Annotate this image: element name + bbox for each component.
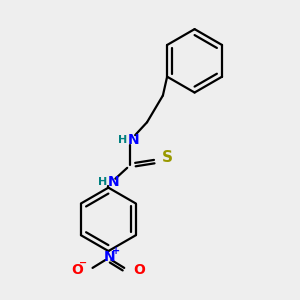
Text: +: + [112, 246, 120, 256]
Text: S: S [162, 150, 173, 165]
Text: N: N [107, 175, 119, 189]
Text: H: H [118, 135, 127, 145]
Text: O: O [72, 263, 84, 277]
Text: N: N [127, 133, 139, 147]
Text: H: H [98, 177, 107, 187]
Text: −: − [79, 258, 87, 268]
Text: O: O [133, 263, 145, 277]
Text: N: N [103, 250, 115, 264]
